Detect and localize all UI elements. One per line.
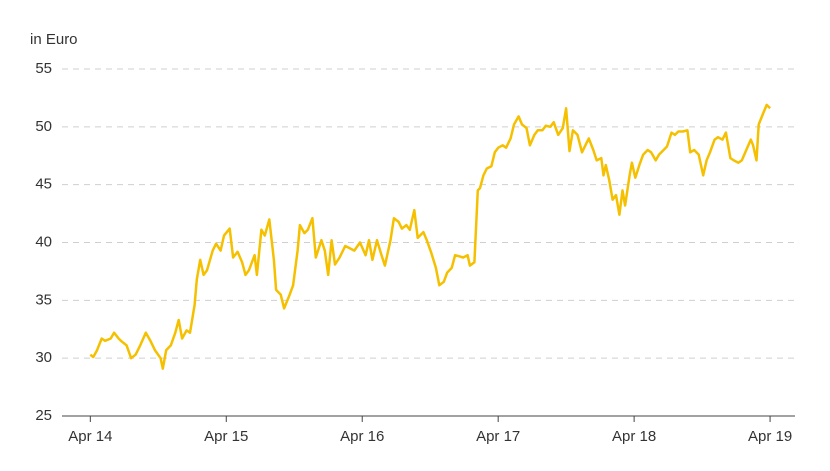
y-tick-label: 30 <box>35 349 52 366</box>
y-tick-label: 25 <box>35 407 52 424</box>
y-tick-label: 40 <box>35 233 52 250</box>
y-tick-label: 50 <box>35 118 52 135</box>
y-tick-label: 55 <box>35 60 52 77</box>
x-tick-label: Apr 17 <box>476 428 520 445</box>
x-tick-label: Apr 16 <box>340 428 384 445</box>
y-tick-label: 35 <box>35 291 52 308</box>
y-tick-label: 45 <box>35 176 52 193</box>
x-tick-label: Apr 15 <box>204 428 248 445</box>
x-tick-label: Apr 18 <box>612 428 656 445</box>
price-line <box>89 103 771 370</box>
y-axis-label: in Euro <box>30 31 78 48</box>
x-tick-label: Apr 14 <box>68 428 112 445</box>
x-tick-label: Apr 19 <box>748 428 792 445</box>
